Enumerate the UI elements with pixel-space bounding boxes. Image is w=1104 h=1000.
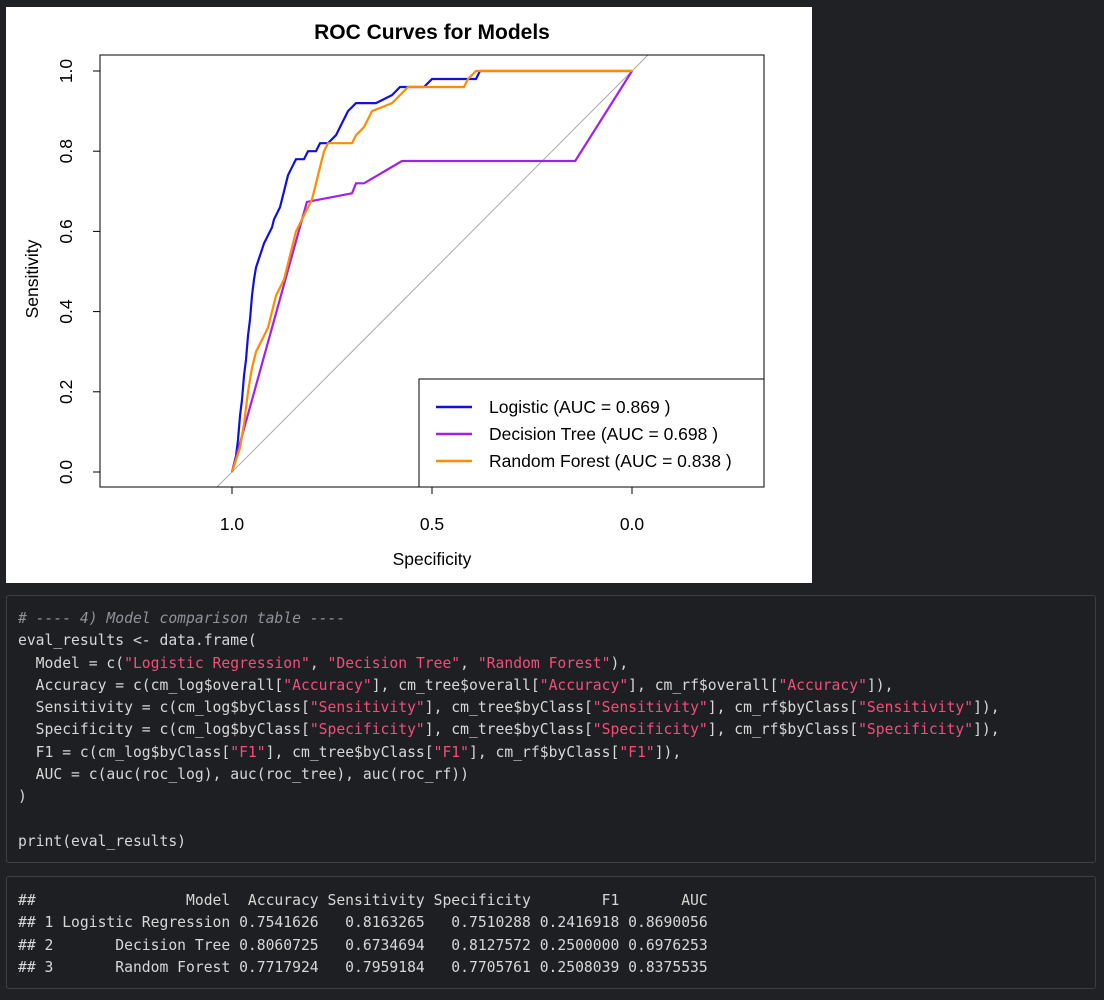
output-line: ## Model Accuracy Sensitivity Specificit… (18, 892, 708, 909)
code-token: eval_results <- data.frame( (18, 632, 257, 650)
chart-title: ROC Curves for Models (314, 21, 550, 44)
legend: Logistic (AUC = 0.869 ) Decision Tree (AU… (418, 378, 765, 488)
code-line: # ---- 4) Model comparison table ---- (18, 608, 1095, 630)
code-line: Sensitivity = c(cm_log$byClass["Sensitiv… (18, 697, 1095, 719)
code-line: ) (18, 786, 1095, 808)
string-literal: "Random Forest" (477, 654, 611, 672)
output-line: ## 1 Logistic Regression 0.7541626 0.816… (18, 914, 708, 932)
code-token: Specificity = c(cm_log$byClass[ (18, 721, 310, 739)
code-line: Accuracy = c(cm_log$overall["Accuracy"],… (18, 675, 1095, 697)
code-cell[interactable]: # ---- 4) Model comparison table ---- eva… (6, 595, 1096, 863)
roc-plot-panel: ROC Curves for Models 1.0 0.5 0.0 0.0 0.2 0.4… (6, 7, 812, 583)
code-token: ], cm_tree$byClass[ (424, 699, 593, 717)
string-literal: "Sensitivity" (592, 699, 708, 717)
code-token: ]), (973, 699, 1000, 717)
code-token: Accuracy = c(cm_log$overall[ (18, 676, 284, 694)
output-line: ## 2 Decision Tree 0.8060725 0.6734694 0… (18, 936, 708, 954)
output-line: ## 3 Random Forest 0.7717924 0.7959184 0… (18, 958, 708, 976)
diagonal-reference-line (216, 55, 649, 487)
output-cell: ## Model Accuracy Sensitivity Specificit… (6, 876, 1096, 989)
legend-label: Logistic (AUC = 0.869 ) (489, 397, 670, 417)
string-literal: "Logistic Regression" (124, 654, 310, 672)
code-token: Sensitivity = c(cm_log$byClass[ (18, 699, 310, 717)
y-tick-label: 0.4 (56, 299, 76, 324)
y-tick-label: 0.0 (56, 460, 76, 485)
roc-line-logistic (230, 69, 632, 473)
string-literal: "F1" (619, 743, 655, 761)
code-token: ], cm_rf$byClass[ (707, 699, 859, 717)
code-token: ], cm_tree$overall[ (371, 676, 540, 694)
code-token: ], cm_tree$byClass[ (265, 743, 434, 761)
code-line: AUC = c(auc(roc_log), auc(roc_tree), auc… (18, 764, 1095, 786)
y-tick-label: 0.2 (56, 380, 76, 404)
x-tick-label: 0.0 (620, 514, 645, 534)
roc-line-decision-tree (230, 70, 633, 473)
code-line: Specificity = c(cm_log$byClass["Specific… (18, 719, 1095, 741)
code-line: eval_results <- data.frame( (18, 630, 1095, 652)
string-literal: "Specificity" (592, 721, 708, 739)
code-token: Model = c( (18, 654, 125, 672)
string-literal: "Sensitivity" (858, 699, 974, 717)
legend-box (418, 378, 765, 488)
code-token: ]), (866, 676, 894, 694)
y-tick-label: 0.8 (56, 139, 76, 163)
string-literal: "F1" (433, 743, 469, 761)
legend-label: Decision Tree (AUC = 0.698 ) (489, 424, 718, 444)
string-literal: "Sensitivity" (309, 699, 425, 717)
code-comment: # ---- 4) Model comparison table ---- (18, 610, 346, 627)
string-literal: "Accuracy" (778, 676, 867, 694)
roc-chart: ROC Curves for Models 1.0 0.5 0.0 0.0 0.2 0.4… (22, 21, 765, 569)
code-line (18, 809, 1095, 831)
y-axis-label: Sensitivity (22, 239, 42, 318)
code-line: F1 = c(cm_log$byClass["F1"], cm_tree$byC… (18, 742, 1095, 764)
code-line: print(eval_results) (18, 831, 1095, 853)
string-literal: "Decision Tree" (327, 654, 461, 672)
string-literal: "Specificity" (309, 721, 425, 739)
code-token: , (309, 654, 328, 672)
code-token: print(eval_results) (18, 832, 187, 850)
roc-line-random-forest (230, 69, 632, 473)
string-literal: "F1" (230, 743, 266, 761)
code-token: ), (610, 654, 629, 672)
code-token: ], cm_rf$byClass[ (469, 743, 620, 761)
code-token: ]), (973, 721, 1000, 739)
y-tick-label: 0.6 (56, 219, 76, 243)
code-token: ], cm_tree$byClass[ (424, 721, 593, 739)
x-tick-label: 0.5 (420, 514, 444, 534)
code-token: , (460, 654, 478, 672)
string-literal: "Accuracy" (283, 676, 372, 694)
legend-label: Random Forest (AUC = 0.838 ) (489, 451, 732, 471)
code-token: ], cm_rf$overall[ (628, 676, 779, 694)
string-literal: "Accuracy" (539, 676, 629, 694)
code-token: ], cm_rf$byClass[ (707, 721, 859, 739)
code-token: ) (18, 788, 27, 806)
code-token: ]), (654, 743, 682, 761)
code-token: AUC = c(auc(roc_log), auc(roc_tree), auc… (18, 766, 469, 784)
code-token: F1 = c(cm_log$byClass[ (18, 743, 231, 761)
string-literal: "Specificity" (858, 721, 974, 739)
x-axis-label: Specificity (393, 549, 472, 569)
code-line: Model = c("Logistic Regression", "Decisi… (18, 653, 1095, 675)
y-tick-label: 1.0 (56, 59, 76, 84)
x-tick-label: 1.0 (220, 514, 245, 534)
plot-area: 1.0 0.5 0.0 0.0 0.2 0.4 0.6 0.8 1.0 Logistic (AUC… (56, 54, 765, 534)
